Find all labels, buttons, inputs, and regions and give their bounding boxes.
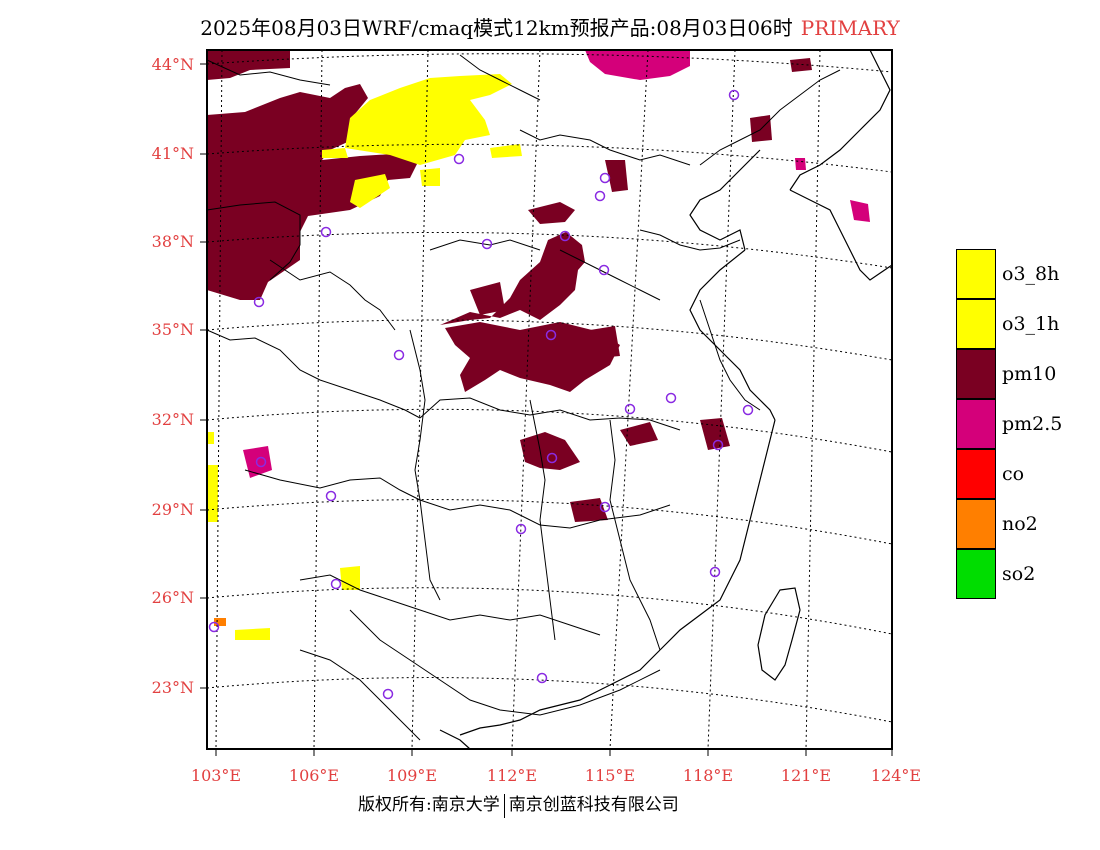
lon-label-121: 121°E — [780, 766, 832, 785]
pm10-regions — [207, 50, 812, 522]
lon-label-118: 118°E — [682, 766, 734, 785]
lat-label-38: 38°N — [151, 232, 194, 251]
legend-item-o3-1h: o3_1h — [956, 299, 1086, 349]
legend-label: so2 — [1002, 563, 1036, 585]
legend-item-pm10: pm10 — [956, 349, 1086, 399]
legend-item-no2: no2 — [956, 499, 1086, 549]
legend-swatch — [956, 449, 996, 499]
legend-label: o3_1h — [1002, 313, 1060, 335]
lat-label-44: 44°N — [151, 55, 194, 74]
lat-label-35: 35°N — [151, 320, 194, 339]
lon-label-109: 109°E — [386, 766, 438, 785]
plot-frame — [206, 49, 893, 750]
lon-label-115: 115°E — [584, 766, 636, 785]
legend-label: pm2.5 — [1002, 413, 1063, 435]
pollutant-legend: o3_8h o3_1h pm10 pm2.5 co no2 so2 — [956, 249, 1086, 599]
legend-label: no2 — [1002, 513, 1038, 535]
title-text: 2025年08月03日WRF/cmaq模式12km预报产品:08月03日06时 — [200, 16, 793, 40]
primary-tag: PRIMARY — [800, 16, 900, 40]
legend-label: co — [1002, 463, 1025, 485]
lat-label-32: 32°N — [151, 410, 194, 429]
footer-divider — [503, 793, 505, 818]
lon-label-124: 124°E — [870, 766, 922, 785]
legend-swatch — [956, 349, 996, 399]
copyright-left: 版权所有:南京大学 — [358, 795, 500, 815]
lat-label-29: 29°N — [151, 500, 194, 519]
legend-item-o3-8h: o3_8h — [956, 249, 1086, 299]
legend-swatch — [956, 249, 996, 299]
coastline — [439, 49, 893, 750]
legend-item-pm25: pm2.5 — [956, 399, 1086, 449]
o3-regions — [207, 74, 522, 640]
map-title: 2025年08月03日WRF/cmaq模式12km预报产品:08月03日06时 P… — [0, 12, 1100, 41]
copyright-footer: 版权所有:南京大学 南京创蓝科技有限公司 — [358, 790, 679, 818]
axis-ticks — [200, 63, 893, 756]
legend-swatch — [956, 499, 996, 549]
lat-label-23: 23°N — [151, 678, 194, 697]
legend-label: pm10 — [1002, 363, 1057, 385]
legend-label: o3_8h — [1002, 263, 1060, 285]
lon-label-112: 112°E — [486, 766, 538, 785]
legend-swatch — [956, 399, 996, 449]
station-markers — [208, 89, 754, 700]
boundaries — [206, 54, 841, 741]
legend-item-so2: so2 — [956, 549, 1086, 599]
pm25-regions — [243, 50, 870, 478]
no2-spot — [214, 618, 226, 626]
legend-swatch — [956, 299, 996, 349]
lon-label-103: 103°E — [190, 766, 242, 785]
legend-swatch — [956, 549, 996, 599]
copyright-right: 南京创蓝科技有限公司 — [508, 795, 679, 815]
legend-item-co: co — [956, 449, 1086, 499]
lat-label-26: 26°N — [151, 588, 194, 607]
lon-label-106: 106°E — [288, 766, 340, 785]
lat-label-41: 41°N — [151, 144, 194, 163]
